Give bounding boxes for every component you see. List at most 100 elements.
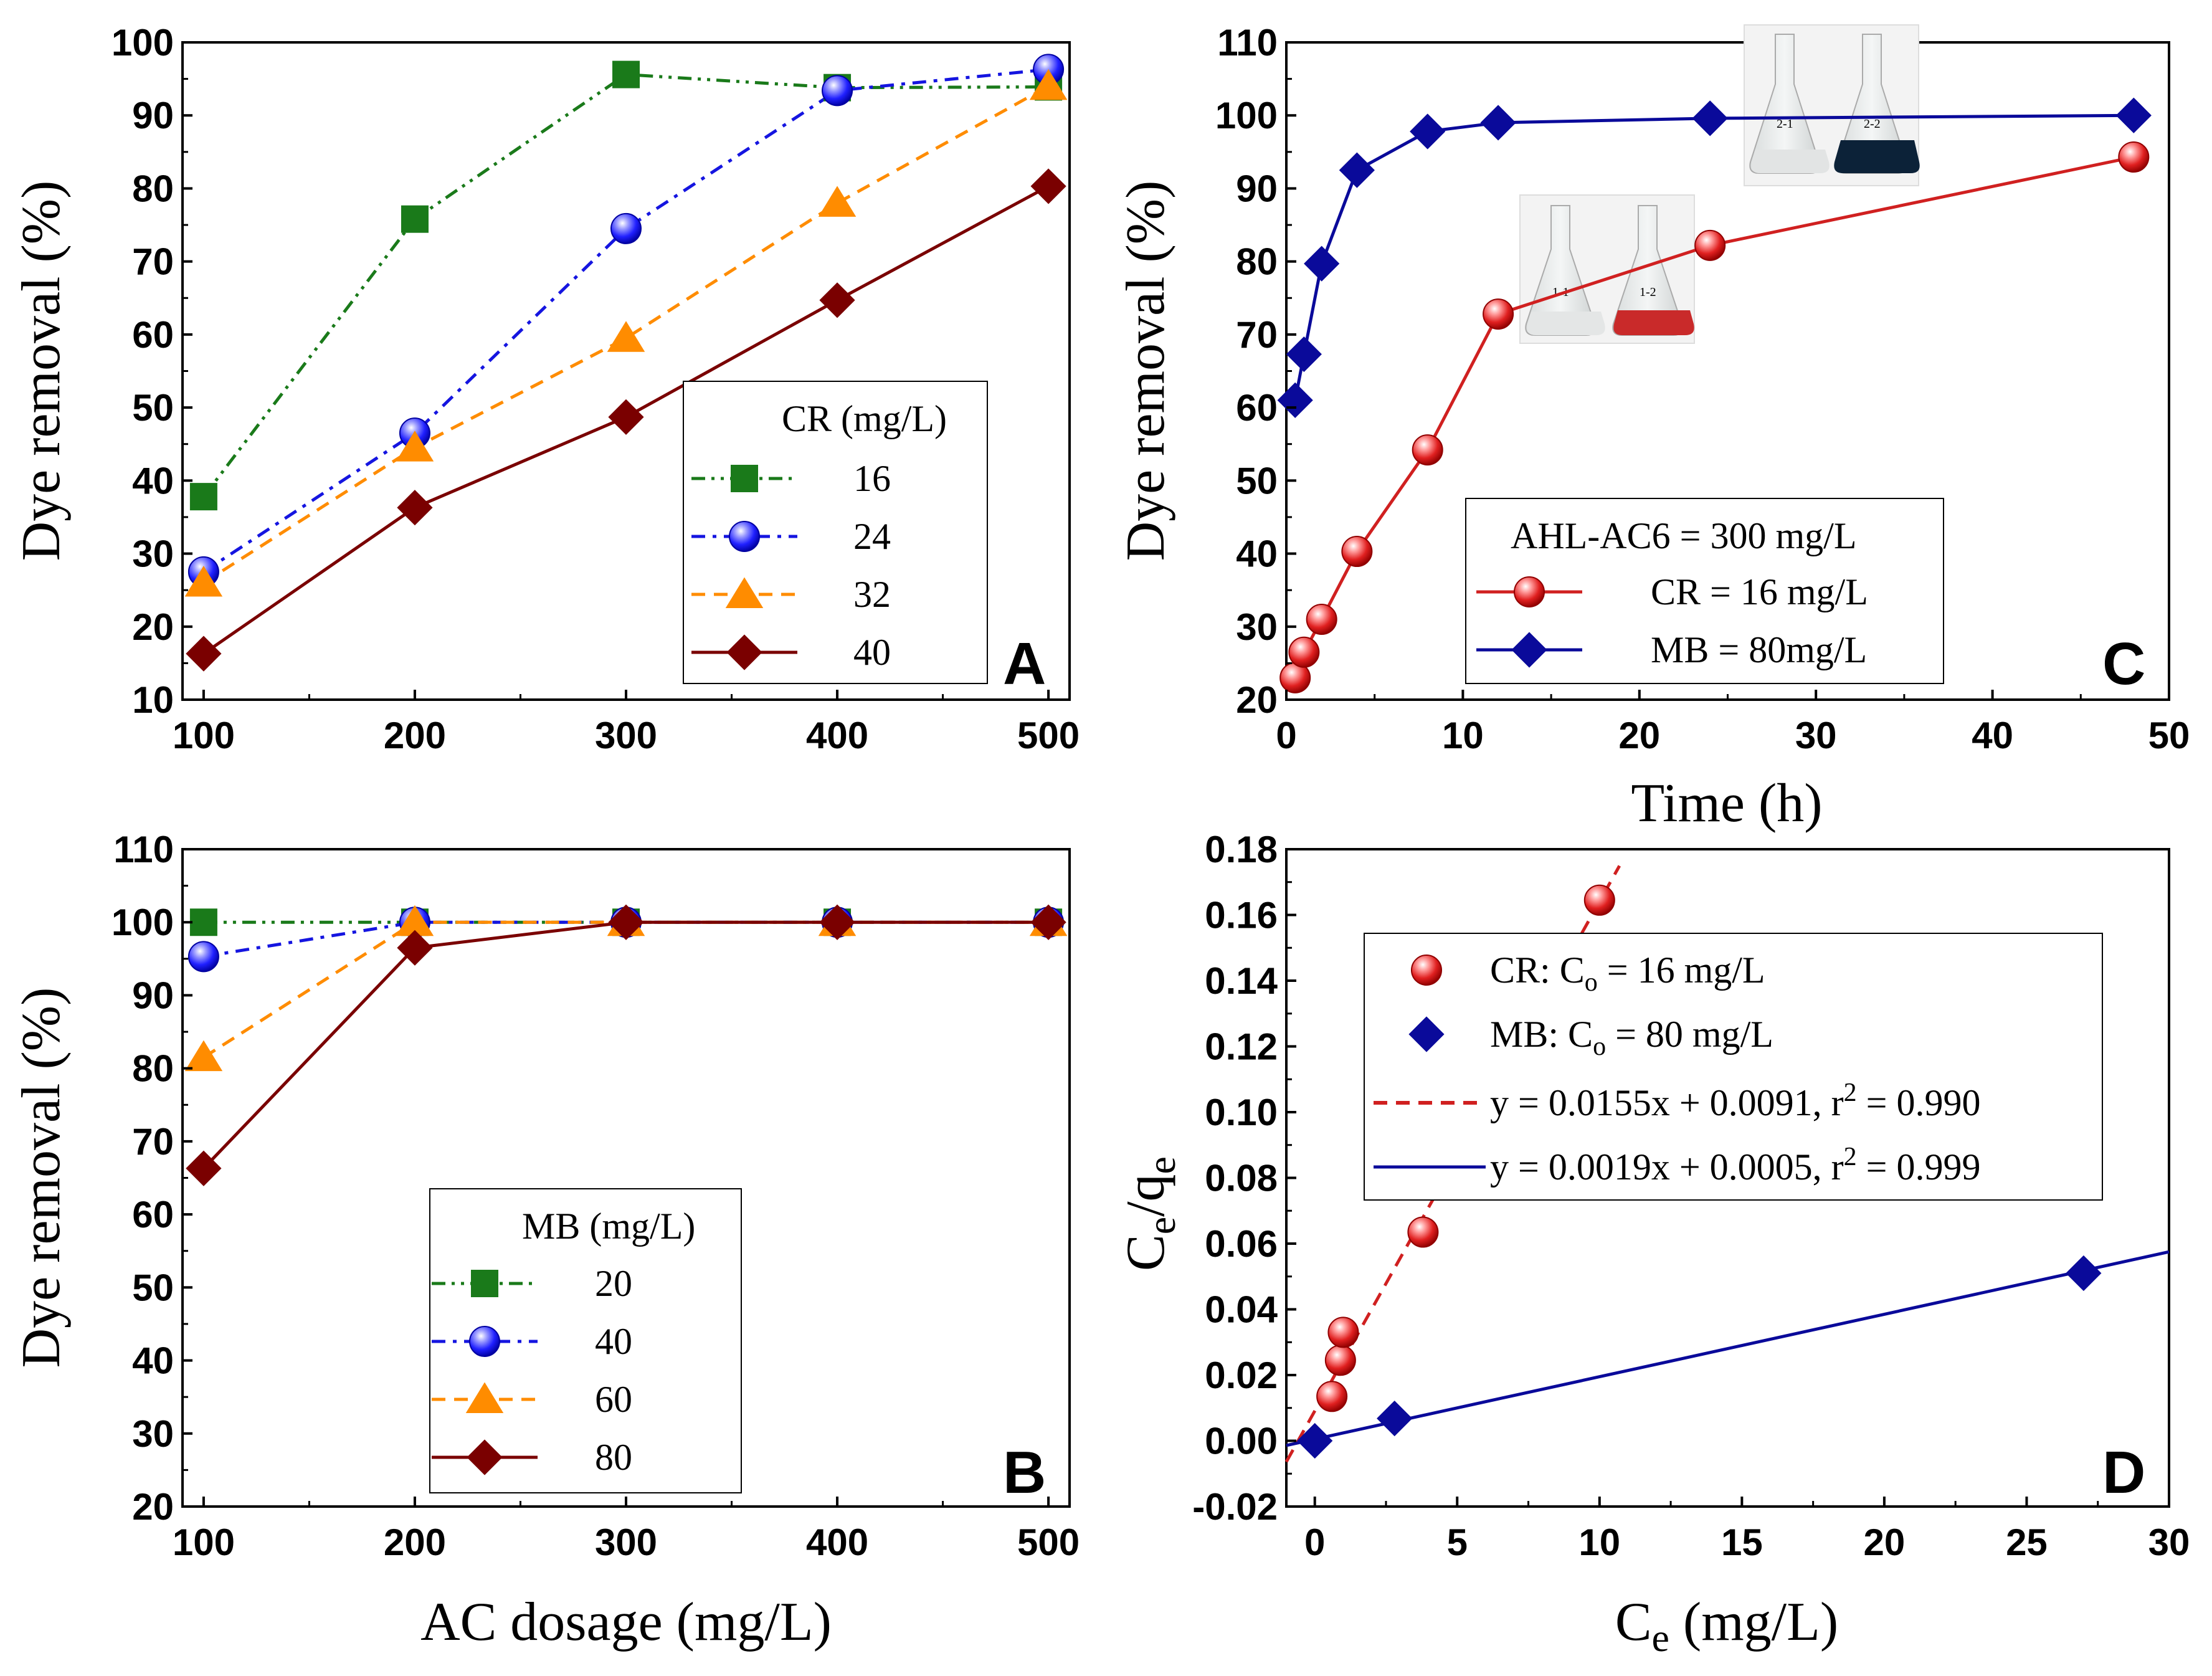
- legend-item-label: 32: [853, 574, 891, 615]
- legend-marker: [726, 634, 762, 670]
- y-tick-label: 40: [132, 1340, 174, 1382]
- data-point-A-1-2: [610, 212, 642, 244]
- y-tick-label: 60: [132, 314, 174, 356]
- y-tick-label: 0.00: [1205, 1421, 1278, 1462]
- panel-b-legend: MB (mg/L) 20 40 60 80: [429, 1188, 742, 1493]
- legend-marker: [1411, 955, 1442, 986]
- series-line-A-0: [202, 73, 1049, 498]
- data-point-C-1-4: [1410, 113, 1446, 150]
- x-tick-label: 200: [384, 1521, 446, 1563]
- y-tick-label: 80: [132, 1048, 174, 1090]
- y-tick-label: 0.18: [1205, 829, 1278, 870]
- legend-item-label: MB = 80mg/L: [1651, 629, 1867, 670]
- panel-a: 100 200 300 400 500 10 20 30 40 50 60 70 80 90 100 Dye…: [11, 22, 1080, 756]
- legend-item-fit-mb: y = 0.0019x + 0.0005, r2 = 0.999: [1490, 1143, 1981, 1188]
- panel-d-ylabel: Ce/qe: [1116, 1156, 1184, 1271]
- x-tick-label: 20: [1618, 715, 1660, 756]
- data-point-B-0-0: [189, 908, 217, 936]
- series-line-C-1: [1293, 113, 2134, 401]
- legend-marker: [465, 1382, 504, 1413]
- panel-c-xlabel: Time (h): [1631, 773, 1822, 834]
- data-point-B-1-0: [187, 941, 219, 973]
- data-point-C-1-3: [1339, 152, 1375, 188]
- x-tick-label: 300: [595, 1521, 657, 1563]
- y-tick-label: 0.06: [1205, 1223, 1278, 1265]
- x-tick-label: 30: [1795, 715, 1837, 756]
- y-tick-label: 70: [132, 241, 174, 283]
- svg-text:1-2: 1-2: [1640, 285, 1656, 299]
- y-tick-label: 40: [1236, 533, 1278, 575]
- panel-b-letter: B: [1003, 1439, 1046, 1506]
- data-point-B-3-3: [819, 904, 855, 940]
- fit-line-1: [1286, 1250, 2170, 1447]
- data-point-B-3-2: [608, 904, 644, 940]
- y-tick-label: 90: [132, 974, 174, 1016]
- data-point-C-0-1: [1288, 636, 1320, 668]
- legend-marker: [1511, 632, 1547, 668]
- legend-title: AHL-AC6 = 300 mg/L: [1511, 515, 1856, 556]
- panel-d: 0 5 10 15 20 25 30 -0.02 0.00 0.02 0.04 0.06 0.08 0.1…: [1116, 829, 2190, 1660]
- svg-text:2-1: 2-1: [1777, 117, 1793, 131]
- x-tick-label: 100: [173, 1521, 235, 1563]
- data-point-B-3-1: [397, 930, 433, 966]
- y-tick-label: 110: [113, 829, 174, 870]
- data-point-A-3-1: [397, 490, 433, 526]
- data-point-C-0-6: [1694, 229, 1726, 261]
- y-tick-label: 0.02: [1205, 1355, 1278, 1396]
- series-line-A-1: [202, 67, 1049, 573]
- legend-item-label: 24: [853, 516, 891, 557]
- y-tick-label: 40: [132, 460, 174, 502]
- data-point-A-1-3: [822, 75, 853, 107]
- x-tick-label: 200: [384, 715, 446, 756]
- data-point-A-2-4: [1029, 69, 1068, 100]
- y-tick-label: 110: [1217, 22, 1278, 64]
- y-tick-label: 0.12: [1205, 1026, 1278, 1068]
- data-point-A-2-3: [818, 186, 857, 217]
- x-tick-label: 0: [1304, 1521, 1325, 1563]
- x-tick-label: 300: [595, 715, 657, 756]
- x-tick-label: 400: [806, 715, 868, 756]
- x-tick-label: 15: [1721, 1521, 1763, 1563]
- data-point-A-3-2: [608, 399, 644, 435]
- panel-d-xlabel: Ce (mg/L): [1615, 1592, 1838, 1660]
- legend-marker: [469, 1326, 500, 1357]
- y-tick-label: 50: [1236, 460, 1278, 502]
- x-tick-label: 10: [1442, 715, 1484, 756]
- data-point-B-3-4: [1030, 904, 1066, 940]
- y-tick-label: 0.08: [1205, 1158, 1278, 1199]
- legend-title: MB (mg/L): [522, 1206, 695, 1247]
- legend-item-label: 80: [595, 1437, 632, 1478]
- panel-a-letter: A: [1003, 631, 1046, 697]
- x-tick-label: 25: [2006, 1521, 2048, 1563]
- data-point-D-0-0: [1316, 1381, 1348, 1412]
- data-point-A-0-2: [612, 60, 640, 88]
- panel-c-ylabel: Dye removal (%): [1116, 181, 1176, 561]
- series-line-B-3: [202, 920, 1049, 1169]
- data-point-B-3-0: [186, 1150, 222, 1186]
- legend-item-mb: MB: Co = 80 mg/L: [1490, 1014, 1773, 1061]
- panel-a-ylabel: Dye removal (%): [11, 181, 72, 561]
- y-tick-label: 90: [1236, 168, 1278, 209]
- x-tick-label: 400: [806, 1521, 868, 1563]
- y-tick-label: 30: [132, 533, 174, 575]
- data-point-A-0-1: [401, 205, 429, 233]
- data-point-A-2-0: [184, 565, 223, 597]
- legend-marker: [729, 521, 760, 552]
- data-point-D-1-0: [1297, 1422, 1333, 1459]
- legend-marker: [471, 1270, 498, 1297]
- panel-c-legend: AHL-AC6 = 300 mg/L CR = 16 mg/L MB = 80mg…: [1465, 498, 1944, 684]
- legend-frame: [1364, 933, 2103, 1201]
- x-tick-label: 500: [1017, 1521, 1080, 1563]
- y-tick-label: 20: [132, 606, 174, 648]
- data-point-D-0-3: [1407, 1216, 1439, 1248]
- data-point-C-0-4: [1412, 434, 1443, 466]
- data-point-C-1-0: [1277, 382, 1313, 418]
- legend-item-cr: CR: Co = 16 mg/L: [1490, 950, 1765, 997]
- y-tick-label: -0.02: [1192, 1486, 1278, 1528]
- data-point-A-2-1: [396, 431, 434, 462]
- panel-b-ylabel: Dye removal (%): [11, 988, 72, 1368]
- x-tick-label: 500: [1017, 715, 1080, 756]
- data-point-D-1-2: [2066, 1255, 2102, 1292]
- panel-b-xlabel: AC dosage (mg/L): [420, 1592, 832, 1652]
- data-point-A-0-0: [189, 483, 217, 511]
